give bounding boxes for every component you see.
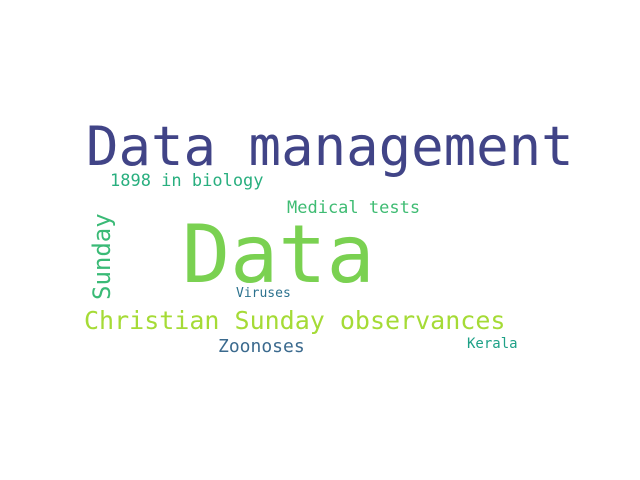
word-data: Data (182, 208, 375, 301)
word-christian-sunday-observances: Christian Sunday observances (84, 306, 506, 335)
word-medical-tests: Medical tests (287, 198, 421, 218)
word-1898-in-biology: 1898 in biology (110, 171, 264, 191)
word-zoonoses: Zoonoses (218, 336, 305, 357)
word-sunday: Sunday (88, 213, 116, 300)
word-viruses: Viruses (236, 286, 291, 301)
word-kerala: Kerala (467, 336, 518, 352)
word-data-management: Data management (86, 115, 574, 178)
